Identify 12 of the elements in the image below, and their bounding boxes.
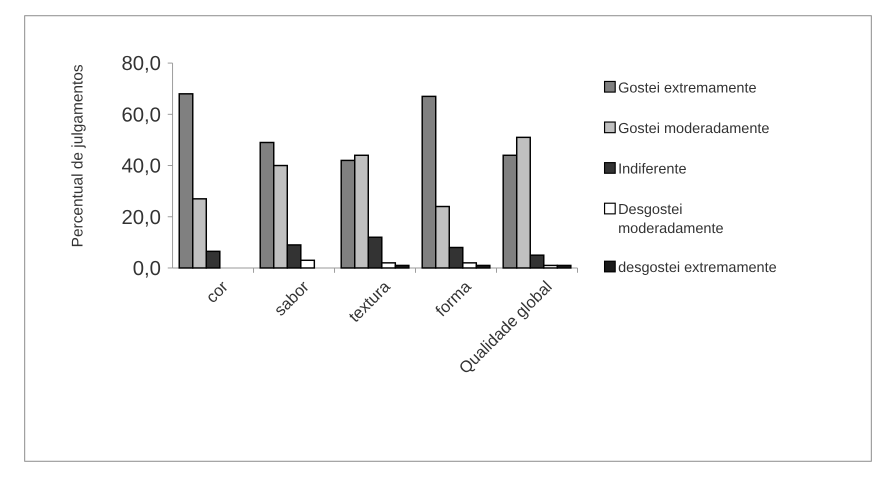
x-tick-label: cor	[202, 277, 232, 307]
legend-label: Gostei moderadamente	[618, 120, 770, 137]
y-tick-label: 40,0	[121, 156, 161, 178]
legend-label: Desgostei moderadamente	[618, 202, 724, 237]
y-axis-title: Percentual de julgamentos	[70, 64, 87, 248]
y-tick-label: 20,0	[121, 206, 161, 229]
y-tick-label: 60,0	[121, 104, 161, 126]
legend-label: Indiferente	[618, 162, 687, 178]
y-tick-label: 80,0	[121, 53, 161, 76]
legend-label: Gostei extremamente	[618, 80, 757, 96]
y-tick-label: 0,0	[132, 258, 161, 280]
legend-label: desgostei extremamente	[618, 260, 777, 276]
